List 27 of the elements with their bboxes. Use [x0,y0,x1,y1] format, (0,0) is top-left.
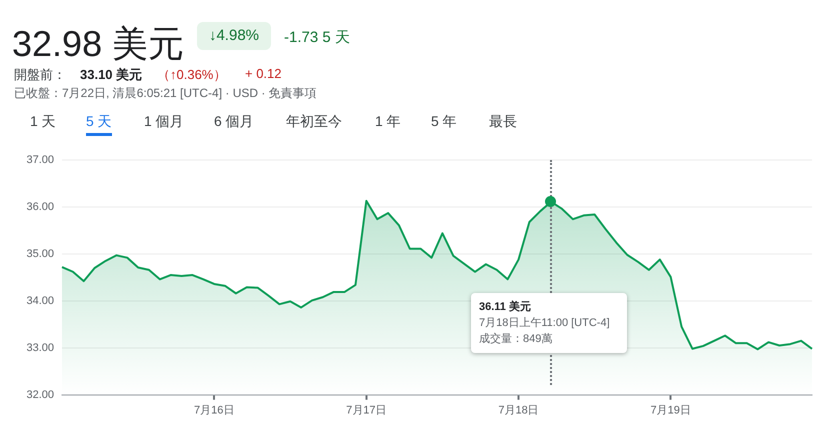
text: ↓4.98% [197,22,271,50]
text: 年初至今 [286,113,342,131]
x-tick-label: 7月17日 [346,404,387,416]
text: 5 天 [86,113,112,136]
y-tick-label: 37.00 [26,154,54,166]
text: 5 年 [431,113,457,131]
text: 開盤前： [14,66,66,84]
y-tick-label: 36.00 [26,200,54,213]
text: （↑0.36%） [157,66,226,84]
text: 最長 [489,113,517,131]
y-tick-label: 32.00 [26,388,54,401]
text: -1.73 5 天 [284,28,350,47]
text: + 0.12 [245,66,282,81]
text: 1 個月 [144,113,184,131]
x-tick-label: 7月18日 [498,404,539,416]
x-tick-label: 7月19日 [650,404,691,416]
chart-title: 32.98 美元 [12,23,184,64]
text: 6 個月 [214,113,254,131]
y-tick-label: 35.00 [26,248,54,260]
text: 已收盤：7月22日, 清晨6:05:21 [UTC-4] · USD · 免責事項 [14,85,317,102]
text: 1 天 [30,113,56,131]
y-tick-label: 34.00 [26,294,54,307]
x-tick-label: 7月16日 [194,404,234,416]
annotation: 36.11 美元 7月18日上午11:00 [UTC-4] 成交量：849萬 [479,299,611,347]
text: 1 年 [375,113,401,131]
y-tick-label: 33.00 [26,342,54,354]
text: 33.10 美元 [80,66,142,84]
